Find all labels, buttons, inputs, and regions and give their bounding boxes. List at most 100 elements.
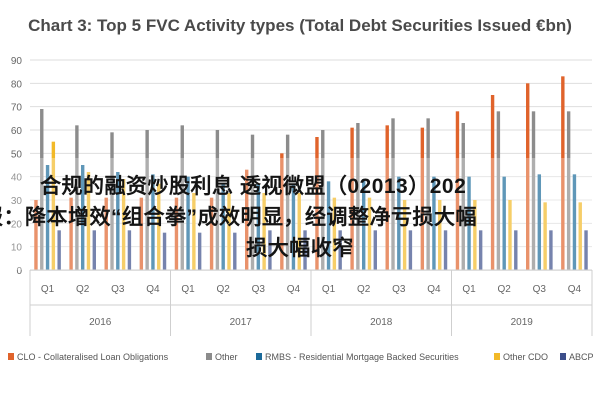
x-group-label: 2018 — [370, 317, 393, 328]
bar — [584, 230, 588, 270]
bar — [256, 183, 261, 270]
bar — [180, 125, 184, 270]
x-group-label: 2016 — [89, 317, 112, 328]
bar — [233, 232, 237, 270]
bar — [157, 183, 161, 270]
bar — [467, 176, 471, 270]
bar — [356, 123, 360, 270]
x-tick-label: Q4 — [146, 284, 160, 295]
bar — [145, 130, 149, 270]
x-tick-label: Q1 — [322, 284, 336, 295]
bar — [92, 230, 96, 270]
bar — [268, 230, 272, 270]
bar — [531, 111, 536, 270]
x-tick-label: Q2 — [357, 284, 371, 295]
bar — [397, 176, 401, 270]
bar — [110, 132, 114, 270]
x-tick-label: Q4 — [568, 284, 582, 295]
bar — [578, 202, 582, 270]
y-axis: 0 10 20 30 40 50 60 70 80 90 — [11, 56, 23, 277]
y-tick-label: 80 — [11, 79, 23, 90]
overlay-headline-line3: 损大幅收窄 — [246, 237, 354, 260]
bars — [34, 76, 588, 271]
bar — [438, 200, 442, 270]
bar — [262, 193, 266, 270]
bar — [373, 230, 377, 270]
bar — [508, 200, 512, 270]
bar — [121, 179, 126, 270]
x-tick-label: Q3 — [533, 284, 547, 295]
x-tick-label: Q4 — [287, 284, 301, 295]
x-tick-label: Q3 — [252, 284, 266, 295]
y-tick-label: 0 — [16, 266, 22, 277]
bar — [561, 76, 565, 270]
legend-swatch — [8, 353, 14, 360]
bar — [391, 118, 395, 270]
legend-label: Other — [215, 352, 238, 362]
y-tick-label: 40 — [11, 173, 23, 184]
bar — [297, 193, 301, 270]
bar — [174, 197, 179, 270]
x-tick-label: Q1 — [462, 284, 476, 295]
x-tick-label: Q1 — [41, 284, 55, 295]
bar — [461, 123, 465, 270]
legend-swatch — [560, 353, 566, 360]
bar — [408, 230, 413, 270]
bar — [227, 193, 231, 270]
legend-label: ABCP — [569, 352, 594, 362]
bar — [40, 109, 44, 270]
chart-title: Chart 3: Top 5 FVC Activity types (Total… — [28, 16, 572, 35]
bar — [490, 95, 495, 270]
bar — [86, 172, 91, 270]
x-group-label: 2017 — [230, 317, 253, 328]
bar — [162, 232, 167, 270]
bar — [420, 127, 425, 271]
bar — [57, 230, 61, 270]
x-axis: Q1 Q2 Q3 Q4 Q1 Q2 Q3 Q4 Q1 Q2 Q3 Q4 Q1 Q2 Q3 Q4 2016 2017… — [29, 269, 593, 336]
bar — [209, 197, 214, 270]
bar — [502, 176, 506, 270]
overlay-headline-line2: 报：降本增效“组合拳”成效明显，经调整净亏损大幅 — [0, 206, 477, 229]
bar — [80, 165, 85, 270]
bar — [75, 125, 79, 270]
bar — [192, 193, 196, 270]
bar — [127, 230, 132, 270]
bar — [443, 230, 448, 270]
y-tick-label: 50 — [11, 149, 23, 160]
bar — [350, 127, 354, 271]
bar — [473, 200, 477, 270]
legend-label: RMBS - Residential Mortgage Backed Secur… — [265, 352, 459, 362]
x-group-label: 2019 — [511, 317, 534, 328]
legend-swatch — [256, 353, 262, 360]
y-tick-label: 70 — [11, 103, 23, 114]
bar — [426, 118, 430, 270]
bar — [315, 137, 319, 270]
x-tick-label: Q3 — [111, 284, 125, 295]
bar — [215, 130, 220, 270]
y-tick-label: 30 — [11, 196, 23, 207]
bar — [245, 169, 249, 270]
bar — [526, 83, 530, 270]
bar — [326, 181, 331, 270]
bar — [303, 230, 307, 270]
bar — [285, 134, 290, 270]
y-tick-label: 60 — [11, 126, 23, 137]
legend-label: CLO - Collateralised Loan Obligations — [17, 352, 169, 362]
bar — [139, 197, 144, 270]
bar — [45, 165, 50, 270]
bar — [549, 230, 553, 270]
bar — [291, 183, 296, 270]
x-tick-label: Q3 — [392, 284, 406, 295]
bar — [537, 174, 542, 270]
bar — [566, 111, 571, 270]
bar — [338, 230, 342, 270]
bar — [455, 111, 460, 270]
bar — [367, 197, 372, 270]
bar — [221, 183, 225, 270]
overlay-headline-line1: 合规的融资炒股利息 透视微盟（02013）202 — [40, 175, 467, 198]
bar — [197, 232, 202, 270]
bar — [116, 172, 120, 270]
bar — [361, 179, 366, 270]
bar — [478, 230, 483, 270]
bar — [69, 197, 73, 270]
